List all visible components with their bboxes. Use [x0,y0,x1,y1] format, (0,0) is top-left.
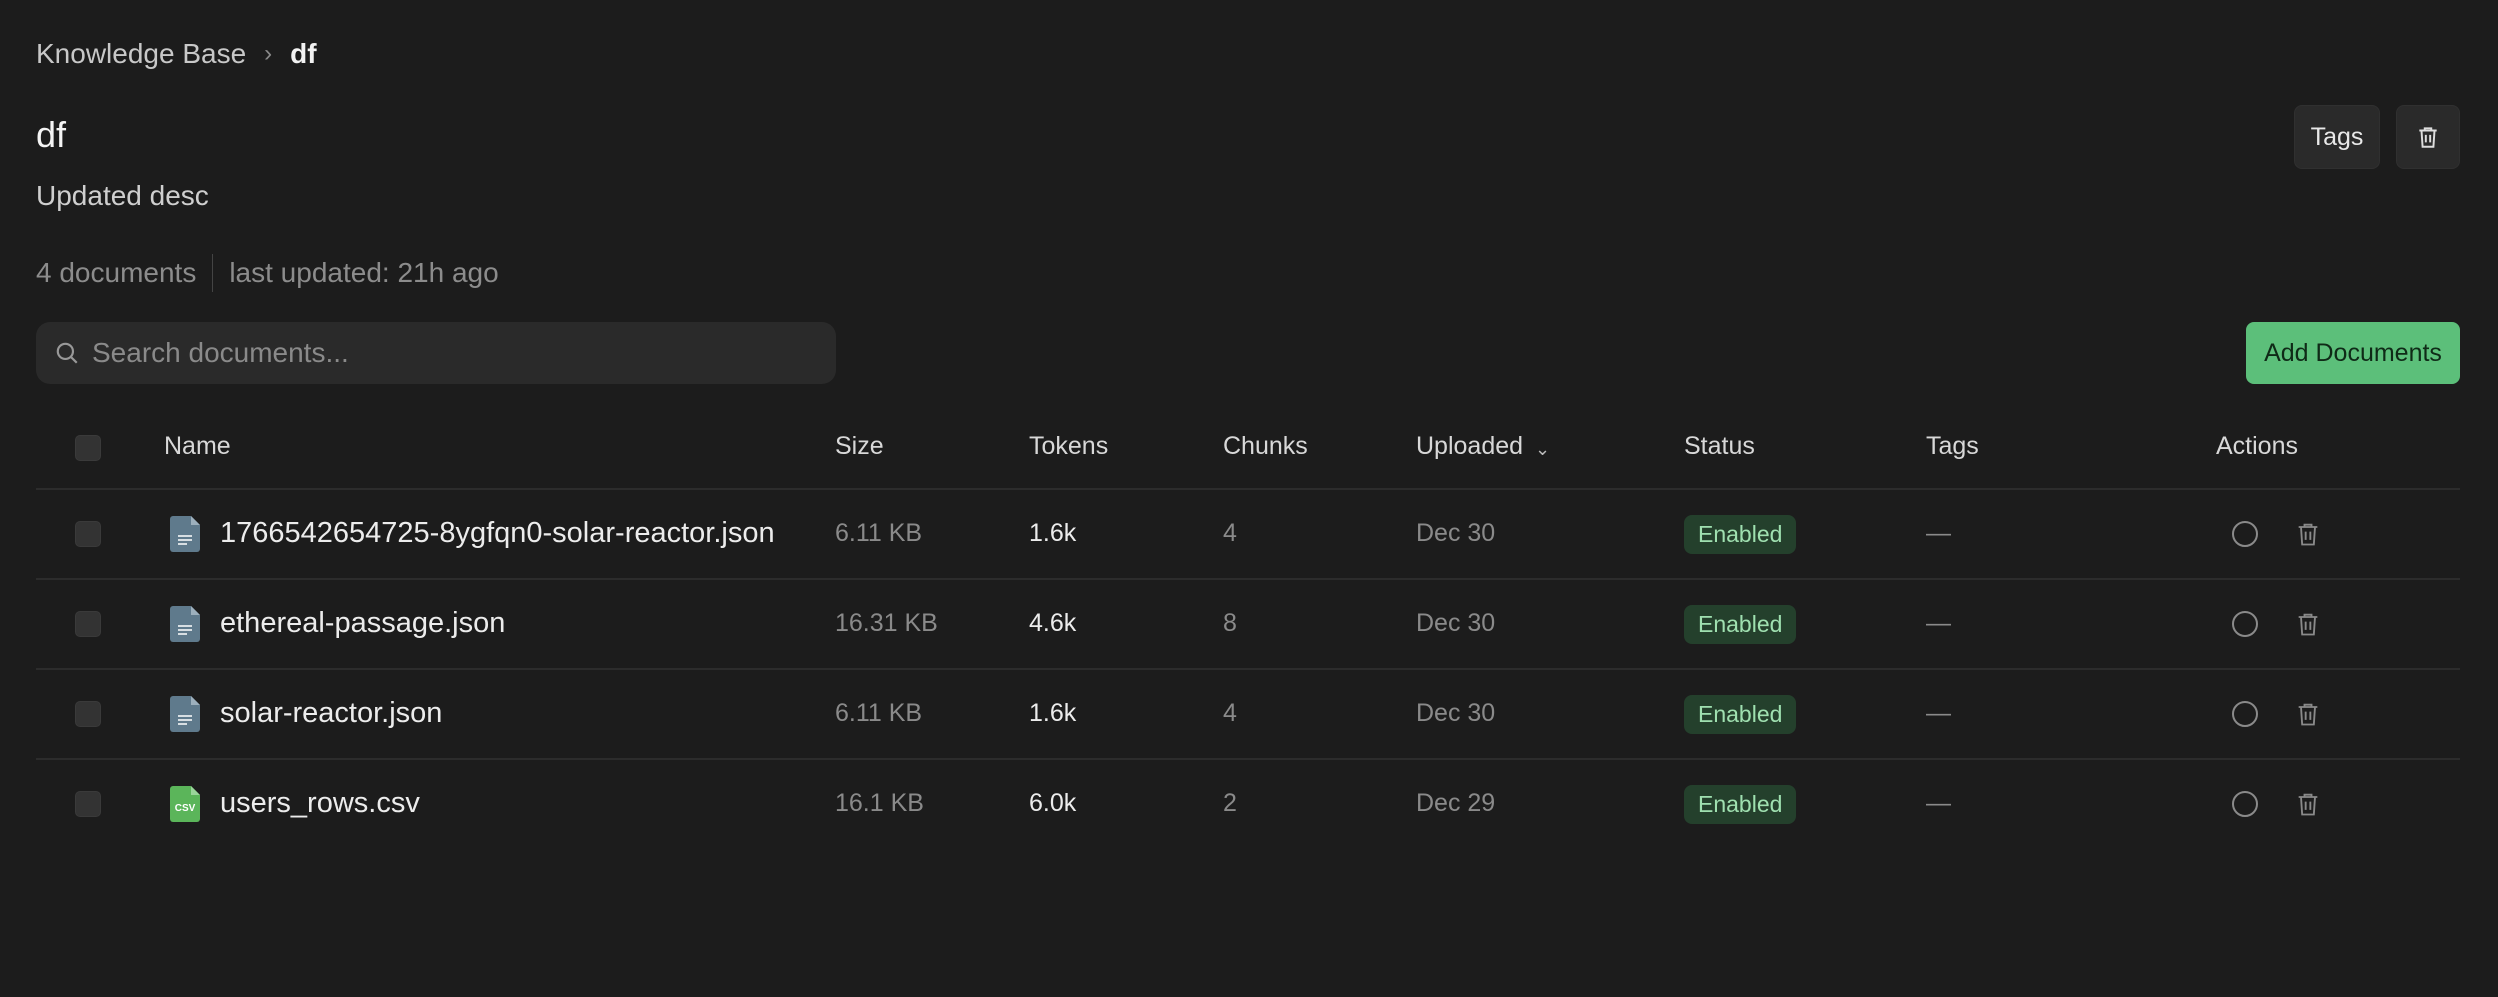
delete-kb-button[interactable] [2396,105,2460,169]
row-divider [36,758,2460,760]
kb-meta: 4 documents last updated: 21h ago [36,254,499,292]
toggle-status-button[interactable] [2231,790,2259,823]
row-checkbox[interactable] [75,791,101,817]
column-size[interactable]: Size [835,432,884,460]
document-chunks: 4 [1223,519,1237,547]
status-badge: Enabled [1684,515,1797,554]
column-actions: Actions [2216,432,2298,460]
trash-icon [2298,613,2318,636]
circle-icon [2232,611,2258,637]
row-checkbox[interactable] [75,701,101,727]
column-tokens[interactable]: Tokens [1029,432,1109,460]
breadcrumb-knowledge-base[interactable]: Knowledge Base [36,38,247,69]
delete-document-button[interactable] [2294,519,2322,554]
status-badge: Enabled [1684,695,1797,734]
divider [212,254,214,292]
document-size: 6.11 KB [835,699,923,727]
add-documents-button[interactable]: Add Documents [2246,322,2460,384]
document-name[interactable]: ethereal-passage.json [220,607,506,639]
delete-document-button[interactable] [2294,789,2322,824]
toggle-status-button[interactable] [2231,520,2259,553]
document-uploaded: Dec 30 [1416,699,1496,727]
search-input[interactable] [92,337,792,369]
header-divider [36,488,2460,490]
column-uploaded[interactable]: Uploaded ⌄ [1416,432,1550,466]
trash-icon [2298,523,2318,546]
circle-icon [2232,521,2258,547]
tags-button[interactable]: Tags [2294,105,2380,169]
column-tags[interactable]: Tags [1926,432,1979,460]
document-count: 4 documents [36,257,197,288]
csv-file-icon: CSV [170,786,200,827]
row-checkbox[interactable] [75,611,101,637]
column-uploaded-label: Uploaded [1416,432,1524,460]
json-file-icon [170,606,200,647]
csv-icon-label: CSV [175,803,196,814]
last-updated: last updated: 21h ago [229,257,499,288]
document-uploaded: Dec 30 [1416,609,1496,637]
document-name[interactable]: solar-reactor.json [220,697,443,729]
document-chunks: 4 [1223,699,1237,727]
document-tokens: 1.6k [1029,699,1077,727]
document-tags: — [1926,609,1951,637]
select-all-checkbox[interactable] [75,435,101,461]
column-chunks[interactable]: Chunks [1223,432,1308,460]
document-chunks: 2 [1223,789,1237,817]
row-divider [36,668,2460,670]
breadcrumb-current: df [290,38,317,69]
json-file-icon [170,696,200,737]
trash-icon [2298,793,2318,816]
column-status[interactable]: Status [1684,432,1755,460]
status-badge: Enabled [1684,605,1797,644]
document-tags: — [1926,699,1951,727]
document-uploaded: Dec 30 [1416,519,1496,547]
json-file-icon [170,516,200,557]
row-divider [36,578,2460,580]
document-size: 16.1 KB [835,789,924,817]
trash-icon [2419,127,2437,148]
status-badge: Enabled [1684,785,1797,824]
document-uploaded: Dec 29 [1416,789,1496,817]
toggle-status-button[interactable] [2231,610,2259,643]
document-tags: — [1926,519,1951,547]
document-chunks: 8 [1223,609,1237,637]
document-tokens: 1.6k [1029,519,1077,547]
document-tags: — [1926,789,1951,817]
row-checkbox[interactable] [75,521,101,547]
document-name[interactable]: users_rows.csv [220,787,420,819]
document-size: 6.11 KB [835,519,923,547]
column-name[interactable]: Name [164,432,231,460]
trash-icon [2298,703,2318,726]
circle-icon [2232,791,2258,817]
search-icon [56,342,78,364]
delete-document-button[interactable] [2294,609,2322,644]
breadcrumb: Knowledge Base › df [36,38,317,70]
circle-icon [2232,701,2258,727]
page-title: df [36,114,67,155]
chevron-right-icon: › [264,40,273,67]
search-bar [36,322,836,384]
document-tokens: 6.0k [1029,789,1077,817]
document-tokens: 4.6k [1029,609,1077,637]
delete-document-button[interactable] [2294,699,2322,734]
document-size: 16.31 KB [835,609,938,637]
document-name[interactable]: 1766542654725-8ygfqn0-solar-reactor.json [220,517,775,549]
chevron-down-icon: ⌄ [1535,439,1551,459]
page-description: Updated desc [36,180,209,211]
toggle-status-button[interactable] [2231,700,2259,733]
